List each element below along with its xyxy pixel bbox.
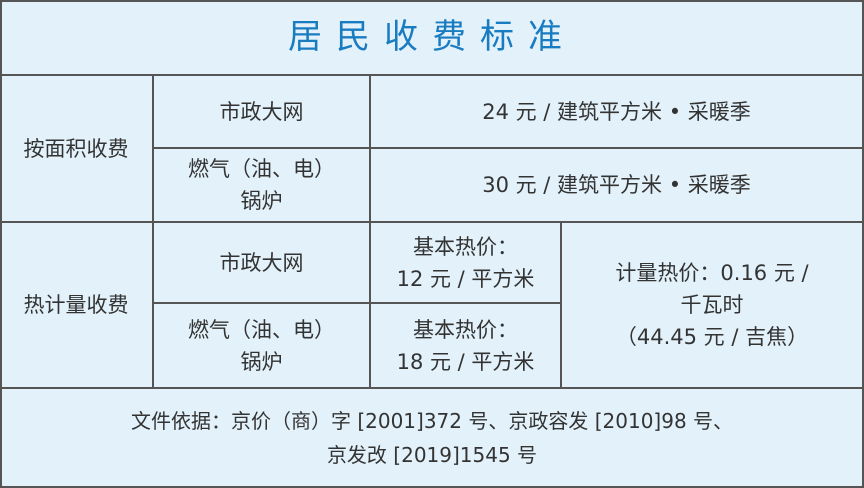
base-price: 12 元 / 平方米 bbox=[396, 266, 535, 291]
meter-type: 市政大网 bbox=[219, 250, 304, 275]
divider bbox=[153, 302, 561, 304]
base-price-cell: 基本热价： 18 元 / 平方米 bbox=[371, 304, 560, 387]
base-price-label: 基本热价： bbox=[413, 317, 518, 342]
divider bbox=[0, 387, 864, 389]
area-price: 30 元 / 建筑平方米 • 采暖季 bbox=[482, 173, 751, 197]
base-price: 18 元 / 平方米 bbox=[396, 349, 535, 374]
meter-label: 热计量收费 bbox=[23, 293, 129, 317]
base-price-label: 基本热价： bbox=[413, 234, 518, 259]
meter-type: 燃气（油、电） 锅炉 bbox=[188, 317, 335, 374]
divider bbox=[369, 74, 371, 389]
divider bbox=[152, 74, 154, 389]
metered-price-line: 计量热价：0.16 元 / bbox=[615, 261, 809, 285]
footer-line: 文件依据：京价（商）字 [2001]372 号、京政容发 [2010]98 号、 bbox=[130, 408, 734, 433]
footer-note: 文件依据：京价（商）字 [2001]372 号、京政容发 [2010]98 号、… bbox=[0, 389, 864, 486]
metered-price-line: 千瓦时 bbox=[680, 293, 744, 317]
area-price: 24 元 / 建筑平方米 • 采暖季 bbox=[482, 99, 751, 124]
area-label: 按面积收费 bbox=[23, 136, 129, 161]
divider bbox=[153, 147, 862, 149]
divider bbox=[0, 74, 864, 76]
base-price-cell: 基本热价： 12 元 / 平方米 bbox=[371, 223, 560, 302]
divider bbox=[0, 221, 864, 223]
metered-price-line: （44.45 元 / 吉焦） bbox=[615, 325, 809, 349]
footer-line: 京发改 [2019]1545 号 bbox=[326, 442, 538, 467]
page-title: 居民收费标准 bbox=[288, 17, 576, 57]
area-type: 燃气（油、电） 锅炉 bbox=[188, 157, 335, 213]
area-type: 市政大网 bbox=[219, 99, 304, 124]
divider bbox=[560, 221, 562, 389]
metered-price-cell: 计量热价：0.16 元 / 千瓦时 （44.45 元 / 吉焦） bbox=[562, 223, 862, 387]
